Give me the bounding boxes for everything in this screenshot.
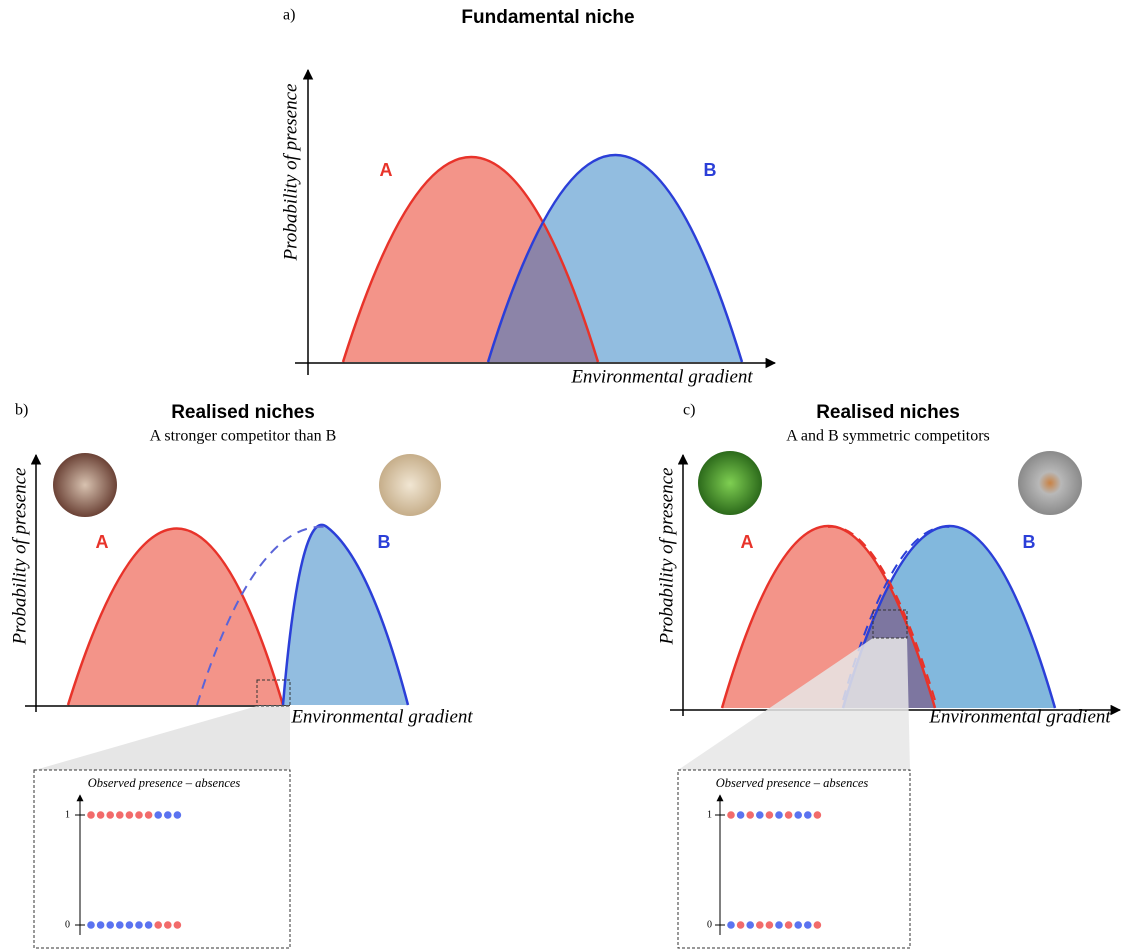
zoom-wedge	[678, 638, 910, 770]
y-axis-label: Probability of presence	[9, 468, 30, 646]
curve-label: A	[96, 532, 109, 552]
observation-dot	[144, 921, 153, 929]
x-axis-label: Environmental gradient	[928, 706, 1111, 727]
panel-b: b) Realised niches A stronger competitor…	[9, 402, 473, 949]
panel-label: b)	[15, 402, 28, 419]
panel-label: a)	[283, 7, 295, 24]
curve-label: B	[378, 532, 391, 552]
zoom-wedge	[35, 706, 290, 770]
y-axis-label: Probability of presence	[656, 468, 677, 646]
fundamental-b	[842, 525, 951, 701]
dots	[727, 811, 822, 929]
dots	[87, 811, 182, 929]
species-photo	[53, 453, 117, 517]
observation-dot	[727, 921, 735, 929]
panel-subtitle: A and B symmetric competitors	[786, 428, 990, 445]
observation-dot	[125, 811, 134, 819]
observation-dot	[727, 811, 735, 819]
curve-b-line	[281, 523, 410, 706]
observation-dot	[736, 811, 745, 819]
observation-dot	[804, 811, 812, 819]
panel-title: Fundamental niche	[461, 7, 634, 28]
species-photo	[1018, 451, 1082, 515]
curve-label: B	[704, 160, 717, 180]
observation-dot	[125, 921, 134, 929]
curve-label: A	[741, 532, 754, 552]
observation-dot	[96, 811, 105, 819]
fundamental-a	[827, 525, 936, 701]
observation-dot	[765, 811, 774, 819]
observation-dot	[144, 811, 153, 819]
panel-a: a) Fundamental niche Probability of pres…	[280, 7, 777, 387]
observation-dot	[813, 921, 822, 929]
curve-a-line	[341, 155, 600, 363]
observation-dot	[784, 811, 793, 819]
curve-a-line	[66, 527, 285, 706]
observation-dot	[116, 921, 124, 929]
panel-label: c)	[683, 402, 695, 419]
inset-box	[677, 769, 911, 949]
observation-dot	[173, 811, 182, 819]
curve-label: B	[1023, 532, 1036, 552]
species-photo	[379, 454, 441, 516]
observation-dot	[173, 921, 182, 929]
observation-dot	[756, 811, 764, 819]
observation-dot	[746, 811, 754, 819]
curve-label: A	[380, 160, 393, 180]
panel-title: Realised niches	[816, 402, 960, 423]
curve-b-line	[841, 525, 1057, 709]
observation-dot	[765, 921, 774, 929]
observation-dot	[96, 921, 105, 929]
inset-box	[33, 769, 291, 949]
tick-label: 0	[707, 919, 712, 930]
observation-dot	[135, 921, 143, 929]
observation-dot	[804, 921, 812, 929]
observation-dot	[154, 811, 162, 819]
panel-title: Realised niches	[171, 402, 315, 423]
observation-dot	[87, 811, 95, 819]
observation-dot	[756, 921, 764, 929]
x-axis-label: Environmental gradient	[290, 706, 473, 727]
panel-subtitle: A stronger competitor than B	[150, 428, 337, 445]
y-axis-label: Probability of presence	[280, 84, 301, 262]
observation-dot	[746, 921, 754, 929]
observation-dot	[116, 811, 124, 819]
observation-dot	[106, 921, 114, 929]
tick-label: 1	[65, 809, 70, 820]
x-axis-label: Environmental gradient	[570, 366, 753, 387]
observation-dot	[775, 811, 783, 819]
observation-dot	[794, 811, 802, 819]
observation-dot	[813, 811, 822, 819]
observation-dot	[164, 921, 172, 929]
curve-b	[283, 524, 408, 705]
observation-dot	[784, 921, 793, 929]
zoom-box	[872, 609, 908, 639]
tick-label: 1	[707, 809, 712, 820]
zoom-box	[256, 679, 291, 707]
observation-dot	[736, 921, 745, 929]
observation-dot	[775, 921, 783, 929]
observation-dot	[794, 921, 802, 929]
observation-dot	[87, 921, 95, 929]
observation-dot	[154, 921, 162, 929]
panel-c: c) Realised niches A and B symmetric com…	[656, 402, 1122, 949]
tick-label: 0	[65, 919, 70, 930]
overlap	[488, 157, 598, 362]
observation-dot	[164, 811, 172, 819]
observation-dot	[135, 811, 143, 819]
curve-b-line	[486, 153, 744, 363]
inset-title: Observed presence – absences	[716, 776, 869, 790]
species-photo	[698, 451, 762, 515]
observation-dot	[106, 811, 114, 819]
inset-title: Observed presence – absences	[88, 776, 241, 790]
